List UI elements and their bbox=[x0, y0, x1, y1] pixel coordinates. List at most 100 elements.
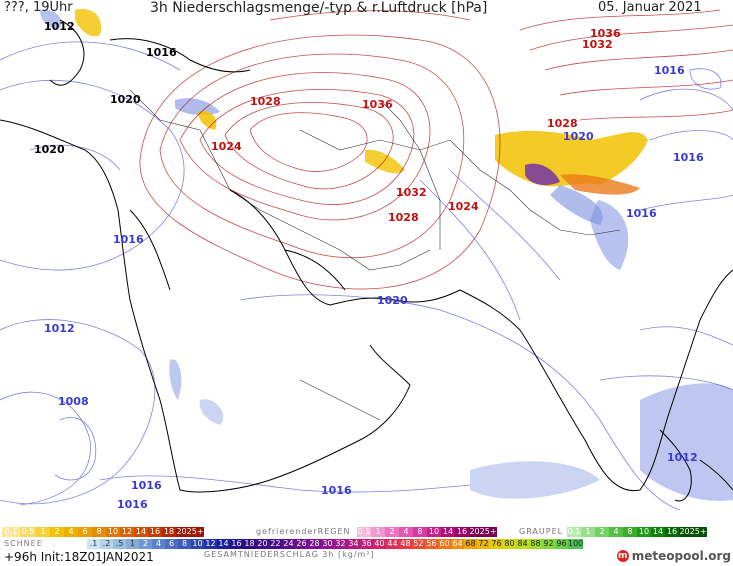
isobar-label: 1012 bbox=[667, 451, 698, 464]
legend-snow-label: SCHNEE bbox=[4, 539, 43, 548]
legend-freezing-rain-label: gefrierenderREGEN bbox=[256, 527, 351, 536]
isobar-label: 1016 bbox=[146, 46, 177, 59]
isobar-label: 1036 bbox=[590, 27, 621, 40]
legend-cell: 14 bbox=[217, 539, 230, 549]
legend-cell: 12 bbox=[204, 539, 217, 549]
legend-cell: 20 bbox=[256, 539, 269, 549]
legend-cell: 28 bbox=[308, 539, 321, 549]
legend-cell: .1 bbox=[87, 539, 100, 549]
isobar-label: 1020 bbox=[377, 294, 408, 307]
legend-cell: 16 bbox=[665, 527, 679, 537]
legend-cell: 30 bbox=[321, 539, 334, 549]
legend-snow-scale: 0.1 0.5 1 2 4 6 8 10 12 14 16 18 2025+ bbox=[2, 527, 204, 537]
legend-cell: 4 bbox=[399, 527, 413, 537]
legend-cell: 64 bbox=[451, 539, 464, 549]
coastlines bbox=[0, 19, 733, 502]
legend-cell: 16 bbox=[148, 527, 162, 537]
legend-cell: 16 bbox=[230, 539, 243, 549]
legend-cell: 56 bbox=[425, 539, 438, 549]
isobar-label: 1016 bbox=[117, 498, 148, 511]
legend-graupel-label: GRAUPEL bbox=[519, 527, 564, 536]
isobar-label: 1028 bbox=[250, 95, 281, 108]
legend-cell: 14 bbox=[651, 527, 665, 537]
legend-cell: 76 bbox=[490, 539, 503, 549]
legend-cell: .5 bbox=[113, 539, 126, 549]
legend-cell: 8 bbox=[92, 527, 106, 537]
legend-freezing-rain-scale: 0.1 1 2 4 8 10 14 16 2025+ bbox=[357, 527, 497, 537]
isobar-label: 1016 bbox=[673, 151, 704, 164]
legend-cell: 0.1 bbox=[2, 527, 20, 537]
legend-cell: 84 bbox=[516, 539, 529, 549]
isobar-label: 1016 bbox=[654, 64, 685, 77]
legend-cell: 14 bbox=[134, 527, 148, 537]
legend-graupel-scale: 0.1 1 2 4 8 10 14 16 2025+ bbox=[567, 527, 707, 537]
isobar-label: 1024 bbox=[448, 200, 479, 213]
isobar-label: 1032 bbox=[582, 38, 613, 51]
legend-cell: 2 bbox=[50, 527, 64, 537]
isobar-label: 1016 bbox=[626, 207, 657, 220]
legend-cell: 44 bbox=[386, 539, 399, 549]
legend-total-scale: .1 .2 .5 1 2 4 6 8 10 12 14 16 18 20 22 … bbox=[87, 539, 583, 549]
legend-cell: 32 bbox=[334, 539, 347, 549]
legend-cell: 88 bbox=[529, 539, 542, 549]
legend-cell: 16 bbox=[455, 527, 469, 537]
legend-cell: 4 bbox=[152, 539, 165, 549]
legend-cell: 1 bbox=[581, 527, 595, 537]
legend-cell: 2025+ bbox=[679, 527, 707, 537]
legend-cell: 8 bbox=[623, 527, 637, 537]
legend-cell: 100 bbox=[568, 539, 584, 549]
legend-cell: 2 bbox=[595, 527, 609, 537]
legend-cell: 14 bbox=[441, 527, 455, 537]
legend-cell: 1 bbox=[371, 527, 385, 537]
legend-cell: 6 bbox=[165, 539, 178, 549]
legend-cell: 18 bbox=[243, 539, 256, 549]
legend-cell: 10 bbox=[637, 527, 651, 537]
legend-cell: 96 bbox=[555, 539, 568, 549]
legend-cell: 34 bbox=[347, 539, 360, 549]
legend-cell: 4 bbox=[64, 527, 78, 537]
legend-cell: 0.5 bbox=[20, 527, 36, 537]
legend-cell: 6 bbox=[78, 527, 92, 537]
isobar-label: 1016 bbox=[113, 233, 144, 246]
legend-cell: 8 bbox=[178, 539, 191, 549]
map-date: 05. Januar 2021 bbox=[598, 0, 702, 15]
legend-cell: 26 bbox=[295, 539, 308, 549]
legend-cell: 52 bbox=[412, 539, 425, 549]
isobars-low bbox=[0, 41, 733, 511]
isobar-label: 1012 bbox=[44, 20, 75, 33]
legend-cell: 40 bbox=[373, 539, 386, 549]
legend-cell: 0.1 bbox=[567, 527, 581, 537]
legend-cell: 0.1 bbox=[357, 527, 371, 537]
legend-cell: 10 bbox=[106, 527, 120, 537]
legend-cell: 22 bbox=[269, 539, 282, 549]
isobar-label: 1008 bbox=[58, 395, 89, 408]
legend-cell: 36 bbox=[360, 539, 373, 549]
isobar-label: 1020 bbox=[563, 130, 594, 143]
legend-cell: 2 bbox=[139, 539, 152, 549]
precip-areas bbox=[40, 9, 733, 501]
legend-cell: 80 bbox=[503, 539, 516, 549]
brand-logo[interactable]: m meteopool.org bbox=[616, 549, 731, 563]
legend-cell: 72 bbox=[477, 539, 490, 549]
legend-cell: 1 bbox=[126, 539, 139, 549]
legend-cell: 2025+ bbox=[469, 527, 497, 537]
map-title: 3h Niederschlagsmenge/-typ & r.Luftdruck… bbox=[150, 0, 488, 16]
header-time: ???, 19Uhr bbox=[4, 0, 73, 15]
legend-cell: 12 bbox=[120, 527, 134, 537]
legend-cell: 2 bbox=[385, 527, 399, 537]
isobar-label: 1020 bbox=[34, 143, 65, 156]
brand-logo-icon: m bbox=[616, 550, 629, 562]
isobar-label: 1016 bbox=[131, 479, 162, 492]
isobar-label: 1020 bbox=[110, 93, 141, 106]
legend-cell: 2025+ bbox=[176, 527, 204, 537]
legend-cell: 60 bbox=[438, 539, 451, 549]
isobars-high bbox=[139, 9, 733, 290]
legend-cell: 8 bbox=[413, 527, 427, 537]
legend-cell: 24 bbox=[282, 539, 295, 549]
legend-cell: 92 bbox=[542, 539, 555, 549]
legend-cell: 10 bbox=[191, 539, 204, 549]
isobar-label: 1036 bbox=[362, 98, 393, 111]
model-run-info: +96h Init:18Z01JAN2021 bbox=[4, 550, 154, 564]
legend-total-label: GESAMTNIEDERSCHLAG 3h [kg/m²] bbox=[204, 550, 375, 559]
isobar-label: 1012 bbox=[44, 322, 75, 335]
